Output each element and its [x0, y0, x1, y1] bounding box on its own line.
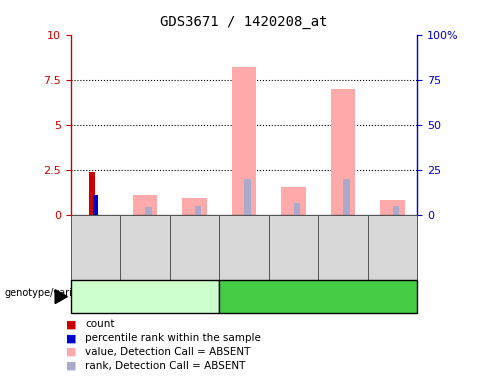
Text: wildtype (apoE+/+) mother: wildtype (apoE+/+) mother	[78, 291, 212, 302]
Bar	[294, 203, 300, 215]
Text: apolipoprotein E-deficient
(apoE-/-) mother: apolipoprotein E-deficient (apoE-/-) mot…	[251, 286, 386, 308]
Text: ■: ■	[65, 361, 76, 371]
Bar	[93, 195, 98, 215]
Text: rank, Detection Call = ABSENT: rank, Detection Call = ABSENT	[85, 361, 246, 371]
Bar	[232, 67, 256, 215]
Bar	[145, 207, 152, 215]
Text: GSM142374: GSM142374	[288, 218, 299, 277]
Bar	[182, 198, 207, 215]
Text: GSM142380: GSM142380	[387, 218, 398, 277]
Bar	[343, 179, 350, 215]
Text: count: count	[85, 319, 115, 329]
Text: GSM142367: GSM142367	[90, 218, 101, 277]
Text: ■: ■	[65, 347, 76, 357]
Bar	[133, 195, 157, 215]
Bar	[244, 179, 251, 215]
Bar	[281, 187, 306, 215]
Bar	[195, 206, 201, 215]
Bar	[331, 89, 355, 215]
Text: GSM142370: GSM142370	[189, 218, 200, 277]
Text: ■: ■	[65, 319, 76, 329]
Text: percentile rank within the sample: percentile rank within the sample	[85, 333, 261, 343]
Text: GSM142372: GSM142372	[239, 218, 249, 277]
Bar	[89, 172, 95, 215]
Text: GSM142369: GSM142369	[140, 218, 150, 277]
Bar	[393, 206, 399, 215]
Text: ■: ■	[65, 333, 76, 343]
Text: GSM142376: GSM142376	[338, 218, 348, 277]
Bar	[380, 200, 405, 215]
Text: GDS3671 / 1420208_at: GDS3671 / 1420208_at	[160, 15, 328, 29]
Text: genotype/variation: genotype/variation	[5, 288, 98, 298]
Text: value, Detection Call = ABSENT: value, Detection Call = ABSENT	[85, 347, 251, 357]
